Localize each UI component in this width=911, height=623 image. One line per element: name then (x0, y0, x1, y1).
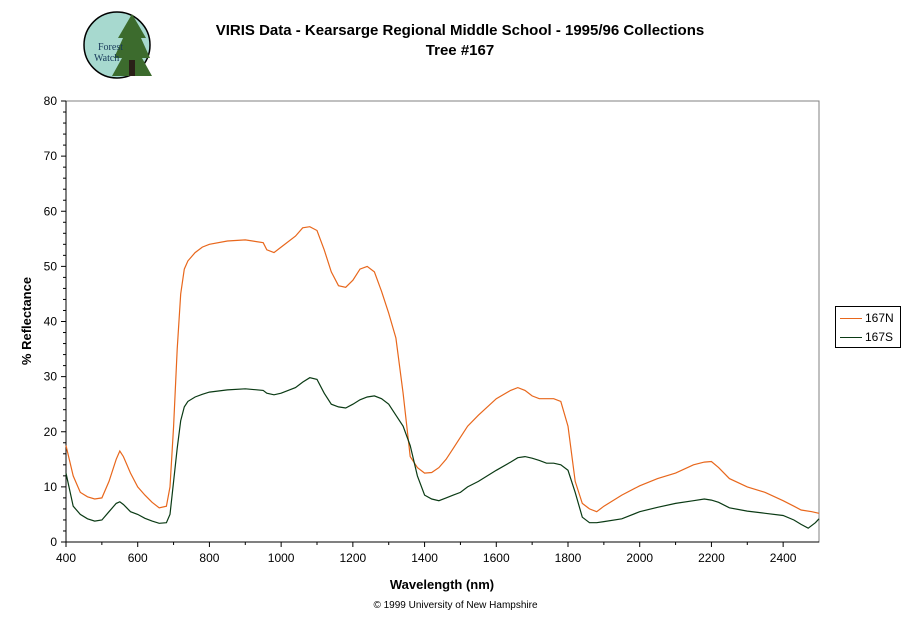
legend-swatch-167N (840, 317, 862, 319)
y-tick-label: 70 (44, 149, 58, 163)
legend-item-167N: 167N (840, 310, 894, 326)
y-tick-label: 10 (44, 480, 58, 494)
y-tick-label: 80 (44, 94, 58, 108)
x-tick-label: 1600 (483, 551, 510, 565)
logo-text-watch: Watch (94, 53, 119, 64)
tree-icon (112, 14, 152, 76)
x-tick-label: 1800 (555, 551, 582, 565)
y-tick-label: 40 (44, 315, 58, 329)
x-tick-label: 800 (199, 551, 219, 565)
x-tick-label: 600 (128, 551, 148, 565)
chart-series (65, 226, 820, 529)
x-tick-label: 2400 (770, 551, 797, 565)
y-tick-label: 20 (44, 425, 58, 439)
x-tick-label: 2200 (698, 551, 725, 565)
series-line-167S (65, 377, 820, 529)
y-tick-label: 60 (44, 204, 58, 218)
x-axis-label: Wavelength (nm) (390, 577, 494, 592)
chart-title: VIRIS Data - Kearsarge Regional Middle S… (215, 22, 705, 39)
x-tick-label: 1200 (340, 551, 367, 565)
copyright-notice: © 1999 University of New Hampshire (373, 600, 538, 611)
x-tick-label: 1000 (268, 551, 295, 565)
x-tick-label: 2000 (626, 551, 653, 565)
legend-swatch-167S (840, 336, 862, 338)
y-tick-label: 0 (50, 535, 57, 549)
chart-legend: 167N 167S (835, 306, 901, 348)
x-tick-label: 400 (56, 551, 76, 565)
logo-text-forest: Forest (98, 42, 123, 53)
y-axis-label: % Reflectance (19, 277, 34, 365)
y-tick-label: 50 (44, 259, 58, 273)
legend-item-167S: 167S (840, 329, 893, 345)
x-tick-label: 1400 (411, 551, 438, 565)
chart-subtitle: Tree #167 (425, 42, 495, 59)
legend-label-167N: 167N (865, 311, 894, 325)
series-line-167N (65, 226, 820, 514)
forest-watch-logo: Forest Watch (83, 11, 152, 79)
y-tick-label: 30 (44, 370, 58, 384)
chart-axes: 400 600 800 1000 1200 1400 1600 1800 2000 2200 240… (44, 94, 820, 565)
legend-label-167S: 167S (865, 330, 894, 344)
